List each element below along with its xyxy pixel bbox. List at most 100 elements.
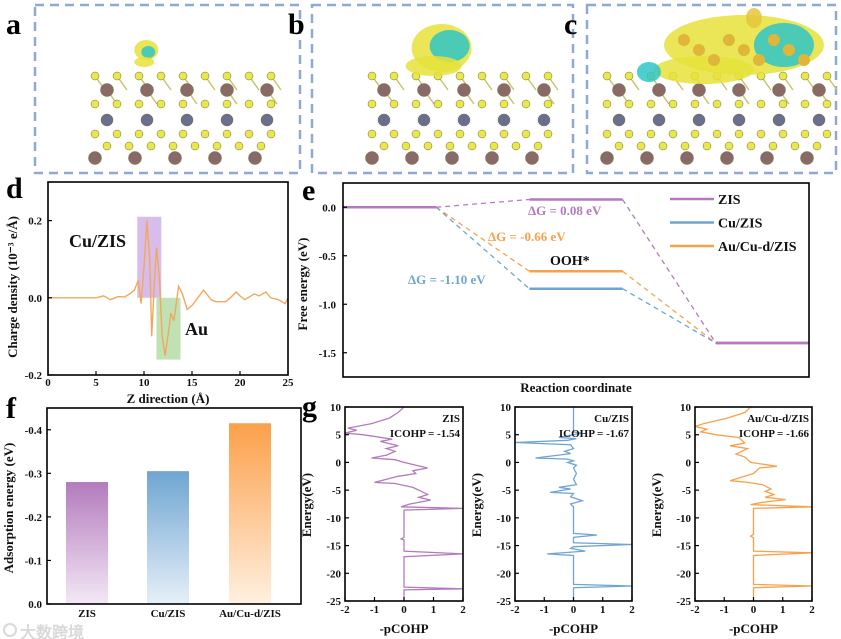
atom xyxy=(477,71,487,81)
x-tick-label: 10 xyxy=(139,377,151,389)
y-tick-label: -15 xyxy=(326,541,341,553)
plot-frame-e xyxy=(342,182,810,378)
y-axis-label: Adsorption energy (eV) xyxy=(1,443,16,574)
panel-label-c: c xyxy=(564,8,577,41)
atom xyxy=(212,141,222,151)
atom xyxy=(612,83,626,97)
atom xyxy=(800,99,810,109)
y-tick-label: 10 xyxy=(330,402,342,414)
au-atom xyxy=(707,54,720,66)
atom xyxy=(112,99,122,109)
y-tick-label: -25 xyxy=(496,596,511,608)
atom xyxy=(732,113,746,127)
atom xyxy=(455,129,465,139)
y-axis-label: Energy(eV) xyxy=(299,473,314,537)
atom xyxy=(457,113,471,127)
atom xyxy=(180,113,194,127)
x-tick-label: -2 xyxy=(690,604,700,616)
charge-density-isosurface xyxy=(141,46,156,58)
atom xyxy=(222,99,232,109)
charge-density-isosurface xyxy=(745,8,762,28)
y-tick-label: -15 xyxy=(496,541,511,553)
atom xyxy=(746,141,756,151)
atom xyxy=(389,129,399,139)
atom xyxy=(146,141,156,151)
atom xyxy=(260,113,274,127)
atom xyxy=(433,99,443,109)
au-atom xyxy=(767,34,780,46)
atom xyxy=(778,129,788,139)
panel-label-d: d xyxy=(6,172,23,205)
pcohp-curve xyxy=(515,407,632,601)
atom xyxy=(778,71,788,81)
atom xyxy=(102,141,112,151)
system-label: Au/Cu-d/ZIS xyxy=(747,413,809,425)
atom xyxy=(256,141,266,151)
legend-label: Cu/ZIS xyxy=(718,217,763,232)
panel-label-g: g xyxy=(302,390,317,423)
atom xyxy=(112,71,122,81)
pcohp-curve xyxy=(695,407,812,601)
atom xyxy=(445,151,459,165)
atom xyxy=(379,141,389,151)
plot-frame-f xyxy=(46,407,302,605)
x-tick-label: 0 xyxy=(571,604,577,616)
y-axis-label: Energy(eV) xyxy=(469,473,484,537)
atom xyxy=(457,83,471,97)
atom xyxy=(156,99,166,109)
atom xyxy=(485,151,499,165)
atom xyxy=(800,71,810,81)
au-atom xyxy=(692,44,705,56)
icohp-label: ICOHP = -1.66 xyxy=(739,428,810,440)
atom xyxy=(417,113,431,127)
atom xyxy=(760,151,774,165)
delta-g-au-cu-d-zis: ΔG = -0.66 eV xyxy=(488,229,566,244)
atom xyxy=(712,99,722,109)
atom xyxy=(377,113,391,127)
atom xyxy=(208,151,222,165)
x-tick-label: -2 xyxy=(510,604,520,616)
atom xyxy=(477,99,487,109)
x-tick-label: 2 xyxy=(809,604,815,616)
atom xyxy=(734,99,744,109)
y-tick-label: -25 xyxy=(676,596,691,608)
x-tick-label: -2 xyxy=(340,604,350,616)
y-tick-label: 5 xyxy=(506,430,512,442)
atom xyxy=(244,129,254,139)
y-tick-label: -10 xyxy=(496,513,511,525)
atom xyxy=(812,141,822,151)
atom xyxy=(543,71,553,81)
atom xyxy=(537,113,551,127)
structure-b xyxy=(365,24,559,165)
atom xyxy=(455,71,465,81)
atom xyxy=(756,129,766,139)
atom xyxy=(128,151,142,165)
atom xyxy=(768,141,778,151)
y-tick-label: -10 xyxy=(326,513,341,525)
atom xyxy=(499,129,509,139)
atom xyxy=(499,71,509,81)
atom xyxy=(772,83,786,97)
atom xyxy=(455,99,465,109)
atom xyxy=(692,83,706,97)
y-tick-label: -0.5 xyxy=(319,251,337,263)
atom xyxy=(168,141,178,151)
x-axis-label: -pCOHP xyxy=(729,621,778,636)
atom xyxy=(90,71,100,81)
atom xyxy=(260,83,274,97)
delta-g-zis: ΔG = 0.08 eV xyxy=(528,203,602,218)
atom xyxy=(222,71,232,81)
atom xyxy=(778,99,788,109)
atom xyxy=(222,129,232,139)
charge-density-isosurface xyxy=(753,23,814,67)
atom xyxy=(389,71,399,81)
panel-label-a: a xyxy=(6,8,21,41)
panel-label-e: e xyxy=(302,174,315,207)
y-tick-label: 0 xyxy=(336,457,342,469)
atom xyxy=(445,141,455,151)
y-tick-label: -1.0 xyxy=(319,299,337,311)
x-tick-label: 1 xyxy=(431,604,437,616)
atom xyxy=(772,113,786,127)
charge-density-isosurface xyxy=(429,30,470,62)
